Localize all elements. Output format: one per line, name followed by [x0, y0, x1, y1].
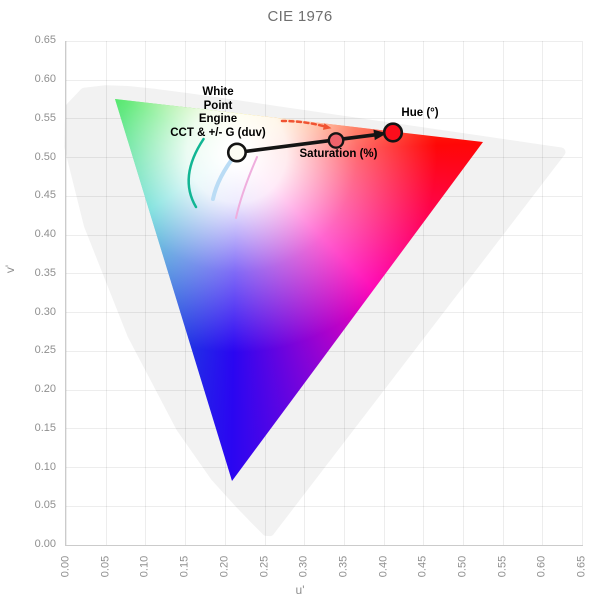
x-tick-label: 0.65: [575, 555, 588, 578]
y-tick-label: 0.05: [34, 499, 56, 512]
hue-label: Hue (°): [401, 107, 439, 119]
x-tick-label: 0.60: [535, 555, 548, 578]
x-tick-label: 0.05: [99, 555, 112, 578]
y-tick-label: 0.65: [34, 34, 56, 47]
y-gridline: [66, 428, 583, 430]
y-tick-label: 0.60: [34, 73, 56, 85]
x-tick-label: 0.30: [297, 555, 310, 578]
x-gridline: [105, 40, 107, 545]
y-gridline: [66, 79, 583, 81]
x-gridline: [145, 40, 147, 545]
x-gridline: [66, 40, 67, 545]
y-tick-label: 0.00: [34, 538, 56, 550]
x-gridline: [582, 40, 584, 545]
y-tick-label: 0.55: [34, 111, 56, 124]
y-tick-label: 0.15: [34, 421, 56, 434]
isotherm-curve: [234, 156, 259, 219]
x-gridline: [463, 40, 464, 545]
y-gridline: [66, 467, 583, 468]
white-to-hue-arrowhead: [373, 129, 388, 141]
x-gridline: [542, 40, 544, 545]
hue-sweep-arc-arrowhead: [322, 123, 332, 130]
x-tick-label: 0.45: [416, 555, 429, 578]
y-gridline: [66, 505, 583, 507]
x-tick-label: 0.15: [178, 555, 191, 578]
saturation-point-marker[interactable]: [327, 132, 345, 149]
y-gridline: [66, 118, 583, 120]
y-tick-label: 0.10: [34, 460, 56, 473]
x-tick-label: 0.50: [456, 555, 469, 578]
y-tick-label: 0.40: [34, 228, 56, 240]
y-gridline: [66, 389, 583, 391]
hue-point-marker[interactable]: [382, 122, 404, 143]
white-to-hue-arrow: [236, 132, 379, 155]
y-tick-label: 0.35: [34, 266, 56, 279]
y-tick-label: 0.50: [34, 150, 56, 163]
x-tick-label: 0.10: [138, 555, 151, 578]
x-tick-label: 0.00: [59, 555, 72, 578]
y-tick-label: 0.45: [34, 189, 56, 202]
x-tick-label: 0.55: [496, 555, 509, 578]
x-tick-label: 0.35: [337, 555, 350, 578]
x-gridline: [502, 40, 504, 545]
y-tick-label: 0.30: [34, 305, 56, 318]
x-gridline: [423, 40, 425, 545]
x-gridline: [383, 40, 385, 545]
y-tick-label: 0.20: [34, 383, 56, 395]
white-point-label: White Point Engine CCT & +/- G (duv): [170, 86, 266, 139]
x-tick-label: 0.20: [218, 555, 231, 578]
saturation-label: Saturation (%): [299, 148, 378, 160]
y-gridline: [66, 40, 583, 42]
y-axis-title: v': [3, 264, 18, 274]
y-axis-line: [64, 40, 66, 546]
chart-title: CIE 1976: [267, 8, 333, 25]
hue-sweep-arc: [280, 119, 329, 129]
y-tick-label: 0.25: [34, 344, 56, 357]
planckian-locus-curve: [187, 137, 205, 209]
white-point-marker[interactable]: [226, 142, 247, 163]
x-tick-label: 0.25: [258, 555, 270, 578]
x-tick-label: 0.40: [377, 555, 390, 578]
x-axis-title: u': [295, 583, 305, 597]
x-axis-line: [64, 544, 584, 546]
